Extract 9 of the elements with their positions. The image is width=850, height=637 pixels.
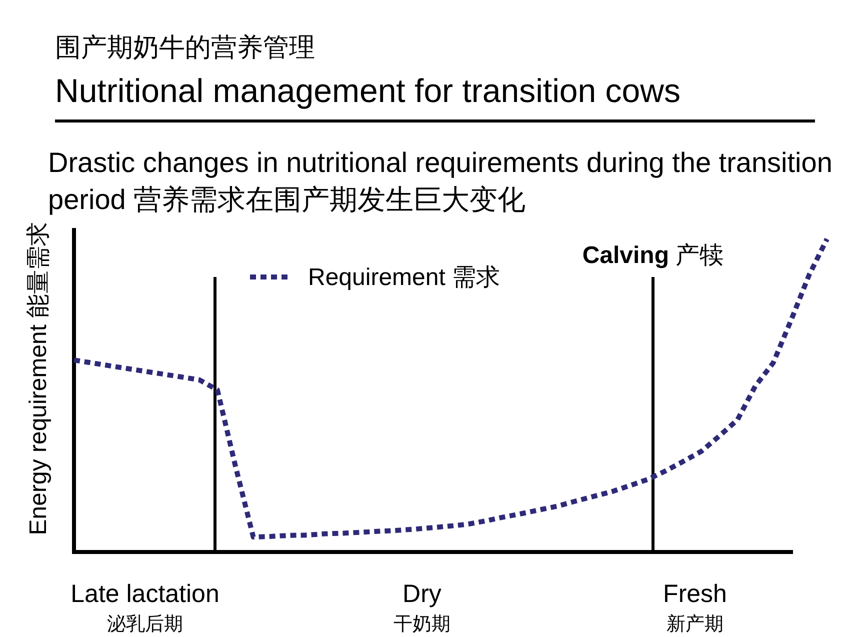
text: Dry 干奶期: [394, 580, 450, 635]
chart-subtitle: Nutritional management for transition cows: [55, 72, 680, 109]
text: Late lactation 泌乳后期: [70, 580, 220, 635]
text: Drastic changes in nutritional requirements during the transition period 营养需求在围产期发生巨大变化: [48, 147, 832, 215]
legend-label: Requirement 需求: [308, 264, 500, 291]
y-axis-title: Energy requirement 能量需求: [25, 222, 52, 536]
chart-title: 围产期奶牛的营养管理: [55, 32, 315, 62]
annotation: Calving 产犊: [582, 242, 724, 269]
text: Fresh 新产期: [663, 580, 727, 635]
